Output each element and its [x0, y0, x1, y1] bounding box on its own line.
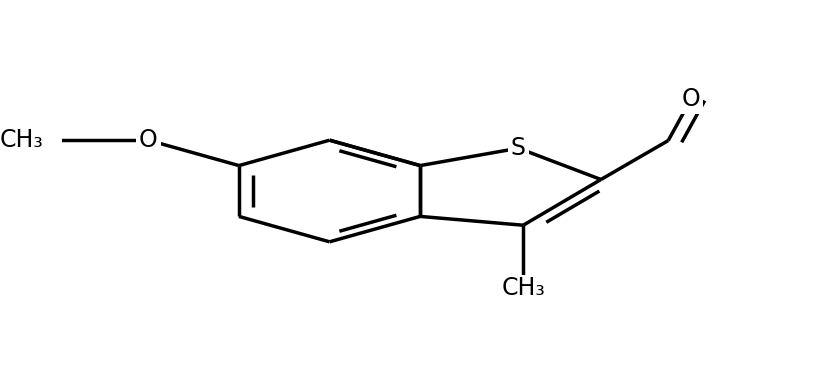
Text: S: S: [511, 136, 526, 160]
Text: CH₃: CH₃: [0, 128, 44, 152]
Text: CH₃: CH₃: [501, 276, 545, 300]
Text: O: O: [682, 87, 701, 111]
Text: O: O: [139, 128, 158, 152]
